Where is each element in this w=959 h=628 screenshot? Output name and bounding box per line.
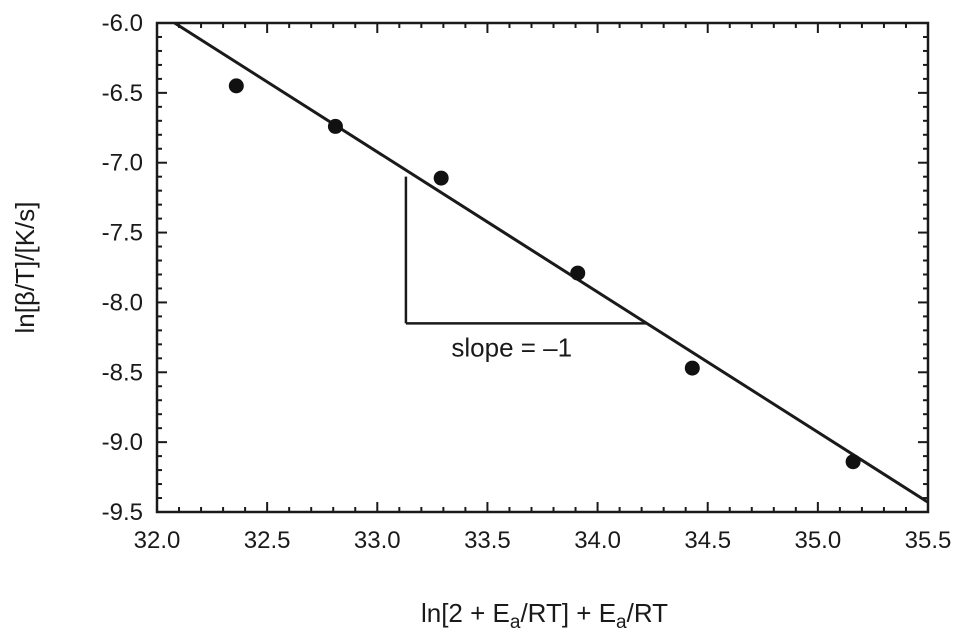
data-point bbox=[570, 265, 586, 281]
y-tick-label: -9.0 bbox=[102, 429, 143, 456]
data-point bbox=[327, 118, 343, 134]
y-tick-label: -8.5 bbox=[102, 359, 143, 386]
y-axis-title: ln[β/T]/[K/s] bbox=[10, 202, 40, 334]
plot-frame bbox=[155, 21, 930, 514]
x-tick-label: 33.0 bbox=[354, 527, 401, 554]
y-tick-label: -7.5 bbox=[102, 220, 143, 247]
data-point bbox=[228, 78, 244, 94]
y-tick-label: -9.5 bbox=[102, 499, 143, 526]
axis-ticks bbox=[156, 22, 929, 513]
x-tick-label: 35.5 bbox=[905, 527, 952, 554]
y-tick-label: -6.0 bbox=[102, 10, 143, 37]
x-tick-label: 34.0 bbox=[574, 527, 621, 554]
data-point bbox=[845, 454, 861, 470]
x-tick-label: 32.5 bbox=[244, 527, 291, 554]
slope-annotation: slope = –1 bbox=[451, 332, 572, 362]
x-tick-label: 34.5 bbox=[684, 527, 731, 554]
y-tick-label: -7.0 bbox=[102, 150, 143, 177]
fit-layer bbox=[173, 21, 929, 504]
x-tick-label: 35.0 bbox=[794, 527, 841, 554]
y-tick-label: -6.5 bbox=[102, 80, 143, 107]
data-point bbox=[433, 170, 449, 186]
fit-line bbox=[173, 21, 929, 504]
x-tick-label: 33.5 bbox=[464, 527, 511, 554]
tick-labels: 32.0 32.5 33.0 33.5 34.0 34.5 35.0 35.5 -6.0 -6.5… bbox=[102, 10, 952, 554]
data-points bbox=[228, 78, 861, 470]
x-axis-title: ln[2 + Ea/RT] + Ea/RT bbox=[421, 598, 668, 628]
x-tick-label: 32.0 bbox=[134, 527, 181, 554]
data-point bbox=[684, 360, 700, 376]
slope-triangle-layer bbox=[404, 176, 647, 325]
y-tick-label: -8.0 bbox=[102, 289, 143, 316]
